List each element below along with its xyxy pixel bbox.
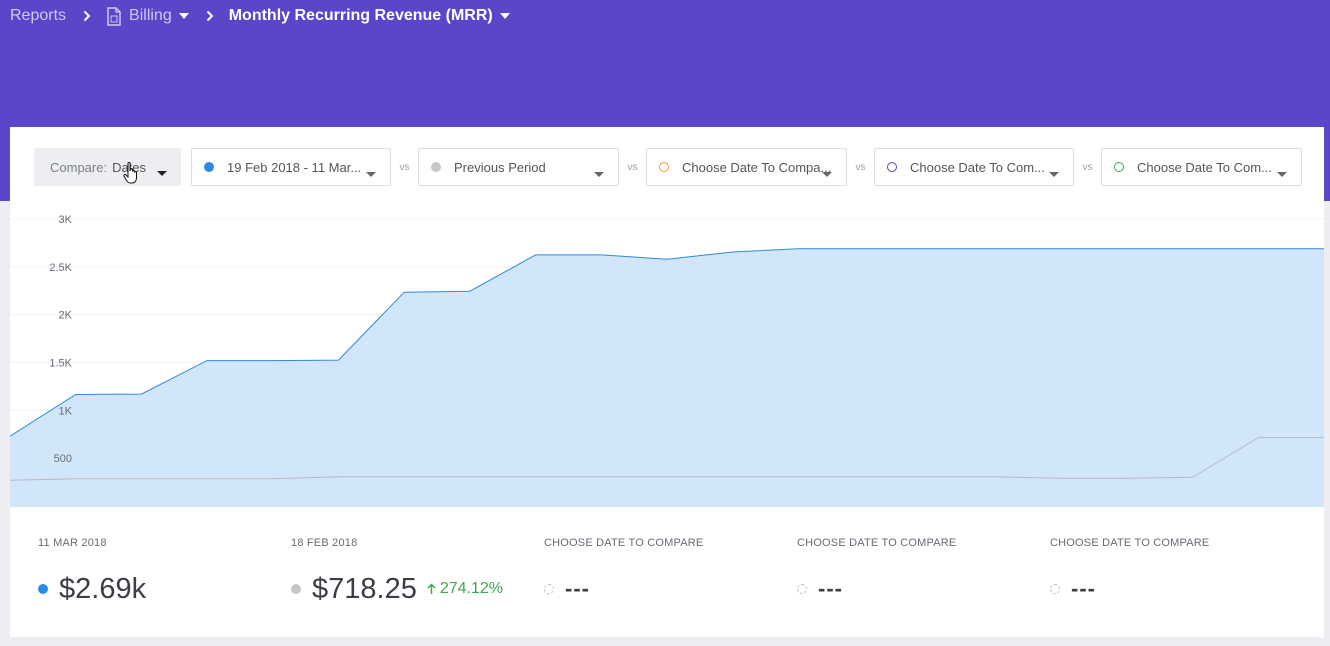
- compare-controls: Compare: Dates 19 Feb 2018 - 11 Mar... v…: [34, 148, 1302, 186]
- range-color-dot: [204, 162, 214, 172]
- stat-compare-1: CHOOSE DATE TO COMPARE ---: [516, 507, 769, 637]
- range-label: Choose Date To Compa...: [682, 159, 832, 175]
- vs-label: vs: [399, 161, 410, 173]
- series-dot: [38, 584, 48, 594]
- stat-date: 18 FEB 2018: [291, 537, 358, 549]
- vs-label: vs: [855, 161, 866, 173]
- stat-previous: 18 FEB 2018 $718.25 274.12%: [263, 507, 516, 637]
- stat-date: CHOOSE DATE TO COMPARE: [1050, 537, 1210, 549]
- mrr-area-chart: 500 1K 1.5K 2K 2.5K 3K: [10, 214, 1324, 507]
- date-range-dropdown-compare-1[interactable]: Choose Date To Compa...: [646, 148, 847, 186]
- caret-down-icon: [178, 13, 189, 19]
- stats-row: 11 MAR 2018 $2.69k 18 FEB 2018 $718.25 2…: [10, 507, 1324, 637]
- stat-change-value: 274.12%: [439, 580, 503, 597]
- chevron-right-icon: [206, 10, 214, 22]
- range-color-dot: [659, 162, 669, 172]
- caret-down-icon: [594, 165, 604, 180]
- series-line-0: [10, 248, 1324, 437]
- range-label: Choose Date To Com...: [1137, 159, 1272, 175]
- stat-value-row: ---: [797, 569, 843, 609]
- y-tick-label: 1.5K: [49, 358, 72, 370]
- stat-date: CHOOSE DATE TO COMPARE: [544, 537, 704, 549]
- range-color-dot: [431, 162, 441, 172]
- date-range-dropdown-previous[interactable]: Previous Period: [418, 148, 619, 186]
- breadcrumb-billing-label: Billing: [129, 7, 172, 24]
- date-range-dropdown-compare-3[interactable]: Choose Date To Com...: [1101, 148, 1302, 186]
- y-tick-label: 500: [54, 453, 72, 465]
- caret-down-icon: [157, 164, 167, 179]
- compare-label: Compare:: [50, 159, 108, 175]
- series-dot: [544, 584, 554, 594]
- series-dot: [291, 584, 301, 594]
- compare-mode-dropdown[interactable]: Compare: Dates: [34, 148, 181, 186]
- stat-value-row: ---: [544, 569, 590, 609]
- stat-date: 11 MAR 2018: [38, 537, 107, 549]
- vs-label: vs: [1082, 161, 1093, 173]
- stat-value: ---: [1071, 576, 1096, 601]
- caret-down-icon: [366, 165, 376, 180]
- y-tick-label: 1K: [59, 405, 73, 417]
- caret-down-icon: [1049, 165, 1059, 180]
- series-area-0: [10, 248, 1324, 507]
- breadcrumb-current[interactable]: Monthly Recurring Revenue (MRR): [229, 7, 510, 25]
- range-label: Previous Period: [454, 159, 546, 175]
- vs-label: vs: [627, 161, 638, 173]
- stat-value-row: $2.69k: [38, 569, 146, 609]
- date-range-dropdown-primary[interactable]: 19 Feb 2018 - 11 Mar...: [191, 148, 391, 186]
- range-label: 19 Feb 2018 - 11 Mar...: [227, 159, 362, 175]
- y-tick-label: 2.5K: [49, 262, 72, 274]
- stat-value-row: $718.25 274.12%: [291, 569, 503, 609]
- stat-value: ---: [818, 576, 843, 601]
- hand-pointer-icon: [123, 162, 137, 184]
- date-range-dropdown-compare-2[interactable]: Choose Date To Com...: [874, 148, 1074, 186]
- stat-compare-3: CHOOSE DATE TO COMPARE ---: [1022, 507, 1275, 637]
- stat-value: ---: [565, 576, 590, 601]
- breadcrumb-billing[interactable]: Billing: [106, 6, 189, 26]
- caret-down-icon: [822, 165, 832, 180]
- chevron-right-icon: [83, 10, 91, 22]
- stat-change: 274.12%: [427, 580, 503, 598]
- range-label: Choose Date To Com...: [910, 159, 1045, 175]
- report-card: Compare: Dates 19 Feb 2018 - 11 Mar... v…: [10, 127, 1324, 637]
- caret-down-icon: [499, 13, 510, 19]
- range-color-dot: [887, 162, 897, 172]
- stat-value-row: ---: [1050, 569, 1096, 609]
- document-icon: [106, 6, 122, 26]
- series-dot: [797, 584, 807, 594]
- breadcrumb-reports[interactable]: Reports: [10, 7, 67, 24]
- arrow-up-icon: [427, 583, 436, 594]
- series-dot: [1050, 584, 1060, 594]
- stat-current: 11 MAR 2018 $2.69k: [10, 507, 263, 637]
- page-title: Monthly Recurring Revenue (MRR): [228, 7, 493, 24]
- stat-value: $718.25: [312, 572, 417, 605]
- stat-value: $2.69k: [59, 572, 147, 605]
- stat-date: CHOOSE DATE TO COMPARE: [797, 537, 957, 549]
- range-color-dot: [1114, 162, 1124, 172]
- y-tick-label: 3K: [59, 214, 73, 226]
- y-tick-label: 2K: [59, 310, 73, 322]
- breadcrumb: Reports Billing Monthly Recurring Revenu…: [10, 4, 510, 28]
- caret-down-icon: [1277, 165, 1287, 180]
- series-line-1: [10, 437, 1324, 481]
- stat-compare-2: CHOOSE DATE TO COMPARE ---: [769, 507, 1022, 637]
